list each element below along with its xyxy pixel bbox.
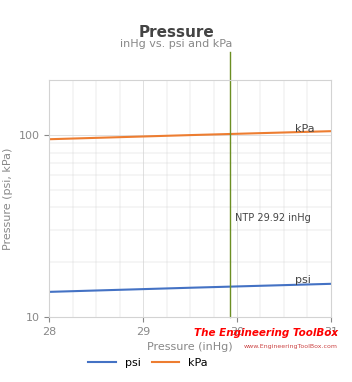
Text: psi: psi (295, 275, 311, 285)
Legend: psi, kPa: psi, kPa (83, 354, 212, 372)
Text: Pressure: Pressure (138, 25, 214, 40)
kPa (302, 129, 307, 134)
psi (215, 285, 219, 289)
Line: psi: psi (49, 284, 331, 292)
Y-axis label: Pressure (psi, kPa): Pressure (psi, kPa) (3, 147, 13, 250)
Line: kPa: kPa (49, 131, 331, 139)
psi (302, 282, 307, 287)
kPa (47, 137, 51, 141)
psi (329, 282, 333, 286)
kPa (48, 137, 52, 141)
psi (47, 290, 51, 294)
kPa (215, 132, 219, 137)
Text: www.EngineeringToolBox.com: www.EngineeringToolBox.com (244, 344, 338, 349)
Text: The Engineering ToolBox: The Engineering ToolBox (194, 328, 338, 338)
psi (220, 285, 224, 289)
psi (48, 290, 52, 294)
X-axis label: Pressure (inHg): Pressure (inHg) (147, 342, 233, 352)
psi (214, 285, 218, 289)
Text: inHg vs. psi and kPa: inHg vs. psi and kPa (120, 39, 232, 49)
Text: kPa: kPa (295, 124, 315, 134)
kPa (214, 132, 218, 137)
psi (284, 283, 289, 287)
kPa (329, 129, 333, 133)
Text: NTP 29.92 inHg: NTP 29.92 inHg (235, 213, 311, 223)
kPa (220, 132, 224, 136)
kPa (284, 130, 289, 135)
